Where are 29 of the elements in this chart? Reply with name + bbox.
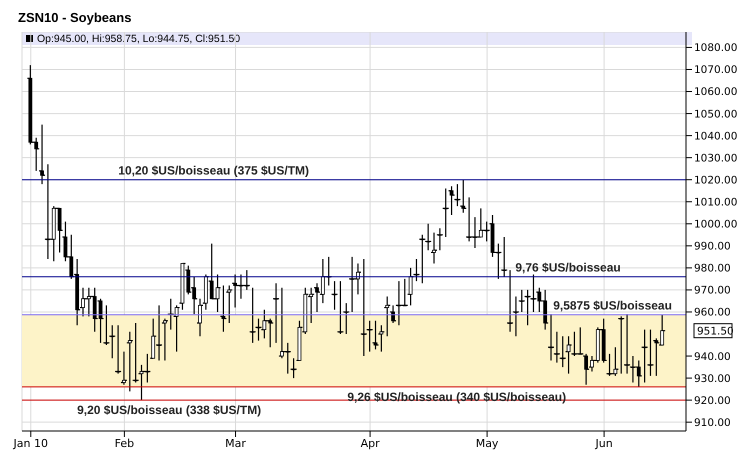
y-tick-label: 920.00 (694, 394, 731, 407)
y-tick-label: 1070.00 (694, 64, 738, 76)
ref-line-label: 10,20 $US/boisseau (375 $US/TM) (118, 164, 310, 178)
y-tick-label: 1040.00 (694, 130, 738, 142)
y-tick-label: 990.00 (694, 240, 731, 253)
y-tick-label: 1060.00 (694, 86, 738, 98)
ref-line-label: 9,20 $US/boisseau (338 $US/TM) (77, 403, 262, 418)
x-tick-label: May (476, 436, 499, 450)
chart-title: ZSN10 - Soybeans (18, 10, 132, 25)
y-tick-label: 980.00 (694, 262, 731, 275)
y-tick-label: 1020.00 (694, 174, 738, 186)
x-tick-label: Apr (360, 436, 380, 450)
x-tick-label: Feb (114, 436, 134, 450)
ref-line-label: 9,5875 $US/boisseau (553, 298, 672, 313)
y-tick-label: 970.00 (694, 284, 731, 297)
y-tick-label: 1080.00 (694, 42, 738, 54)
y-tick-label: 1000.00 (694, 218, 738, 231)
ref-line-label: 9,76 $US/boisseau (515, 260, 621, 275)
y-tick-label: 1050.00 (694, 108, 738, 120)
annotation: Op:945.00, Hi:958.75, Lo:944.75, Cl:951.50 (37, 32, 240, 44)
x-tick-label: Mar (225, 436, 246, 450)
y-tick-label: 960.00 (694, 306, 731, 319)
y-tick-label: 1030.00 (694, 152, 738, 164)
y-tick-label: 940.00 (694, 350, 731, 363)
y-tick-label: 930.00 (694, 372, 731, 385)
y-tick-label: 1010.00 (694, 196, 738, 208)
x-tick-label: Jan 10 (12, 436, 48, 450)
x-tick-label: Jun (594, 436, 613, 450)
y-tick-label: 910.00 (694, 416, 731, 429)
